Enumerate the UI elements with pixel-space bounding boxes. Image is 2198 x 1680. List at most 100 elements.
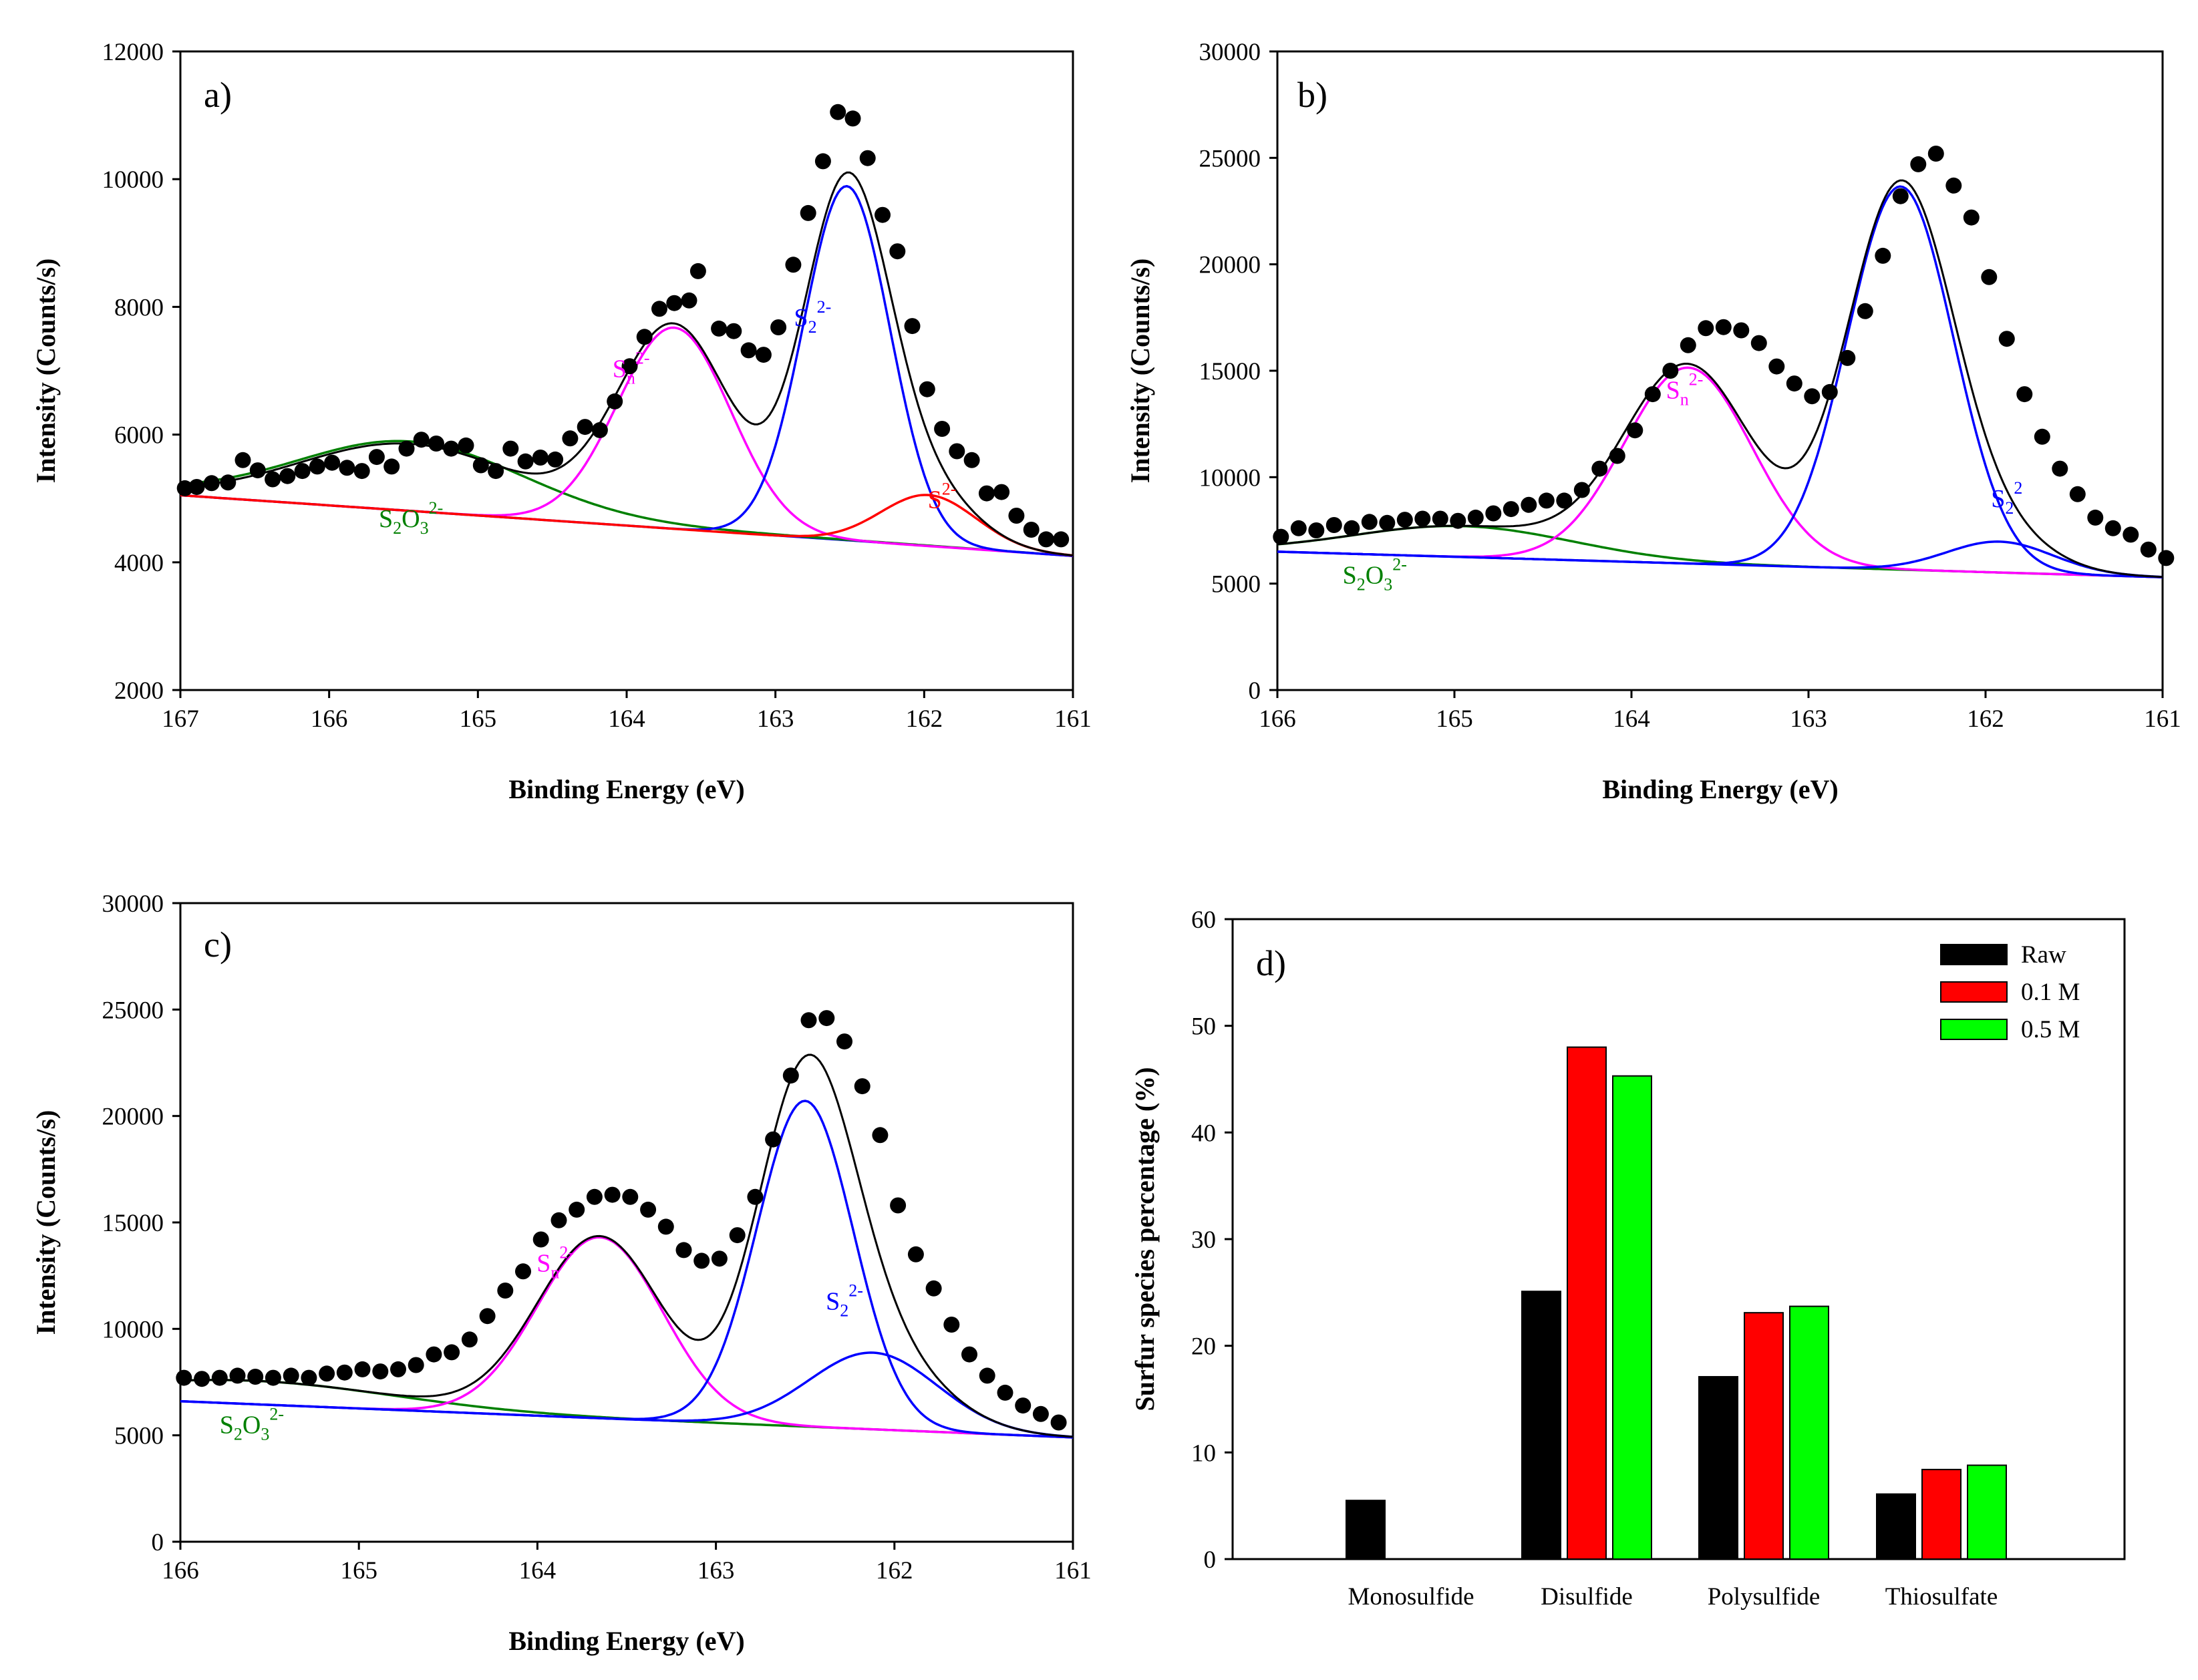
data-point: [497, 1283, 514, 1299]
data-point: [607, 393, 623, 409]
x-tick-label: 163: [757, 705, 794, 733]
panel-c-annotations: S2O32- Sn2- S22-: [220, 1242, 863, 1444]
data-point: [319, 1365, 335, 1382]
data-point: [889, 243, 906, 260]
data-point: [461, 1331, 478, 1348]
data-point: [782, 1067, 799, 1084]
y-tick-label: 40: [1191, 1120, 1216, 1147]
data-point: [2052, 460, 2068, 477]
envelope-curve: [180, 1053, 1074, 1438]
species-label: S22-: [794, 297, 831, 337]
data-point: [1485, 505, 1502, 522]
data-point: [1644, 386, 1661, 403]
bar-raw: [1346, 1500, 1386, 1560]
data-point: [1733, 322, 1750, 339]
data-point: [408, 1357, 424, 1373]
data-point: [383, 458, 400, 475]
data-point: [220, 474, 237, 491]
bar-0-1-m: [1567, 1046, 1607, 1560]
data-point: [426, 1346, 442, 1363]
data-point: [569, 1201, 585, 1218]
data-point: [711, 320, 728, 337]
data-point: [265, 1369, 281, 1386]
data-point: [2087, 509, 2104, 526]
data-point: [1910, 156, 1927, 172]
data-point: [591, 422, 608, 438]
data-point: [1038, 531, 1054, 548]
species-label: S22-: [826, 1281, 863, 1321]
data-point: [729, 1227, 746, 1244]
data-point: [413, 432, 430, 448]
data-point: [681, 292, 697, 309]
species-label: S2O32-: [1343, 555, 1407, 595]
data-point: [265, 471, 281, 488]
data-point: [904, 318, 921, 335]
panel-b-annotations: S2O32- Sn2- S22: [1343, 369, 2023, 594]
panel-b-ticks: 166 165 164 163 162 161 0 5000 10000 15000 20000 25…: [1199, 39, 2181, 733]
data-point: [1273, 528, 1289, 545]
y-tick-label: 4000: [114, 550, 164, 577]
y-tick-label: 0: [1204, 1546, 1217, 1574]
y-tick-label: 0: [152, 1529, 164, 1556]
data-point: [979, 1367, 995, 1384]
y-tick-label: 5000: [1211, 571, 1261, 599]
data-point: [740, 342, 757, 359]
monosulfide-curve: [180, 494, 1074, 557]
data-point: [636, 329, 653, 345]
data-point: [532, 1231, 549, 1248]
monosulfide-curve: [180, 1351, 1074, 1438]
data-point: [1023, 522, 1040, 538]
x-tick-label: 161: [1054, 1557, 1092, 1584]
data-point: [675, 1242, 692, 1258]
data-point: [907, 1246, 924, 1263]
data-point: [372, 1363, 389, 1380]
thiosulfate-curve: [1277, 524, 2163, 578]
y-tick-label: 8000: [114, 294, 164, 321]
y-tick-label: 30: [1191, 1226, 1216, 1254]
legend-swatch: [1940, 1019, 2008, 1040]
legend-label: Raw: [2021, 941, 2066, 969]
bar-raw: [1521, 1291, 1561, 1560]
data-point: [324, 454, 341, 471]
data-point: [309, 458, 325, 475]
data-point: [1927, 146, 1944, 162]
data-point: [353, 463, 370, 480]
data-point: [818, 1010, 835, 1027]
monosulfide-curve: [1277, 540, 2163, 578]
data-point: [211, 1369, 228, 1386]
y-tick-label: 20000: [1199, 252, 1261, 279]
data-point: [2034, 428, 2050, 445]
data-point: [1821, 383, 1838, 400]
data-point: [1032, 1405, 1049, 1422]
x-tick-label: 163: [1790, 705, 1827, 733]
data-point: [943, 1317, 960, 1333]
species-label: S22: [1991, 478, 2022, 518]
data-point: [1432, 510, 1448, 527]
x-tick-label: 164: [608, 705, 645, 733]
bar-0-5-m: [1789, 1305, 1829, 1560]
data-point: [2123, 526, 2139, 543]
data-point: [1768, 358, 1785, 375]
data-point: [726, 323, 742, 339]
panel-a-points: [176, 104, 1070, 548]
panel-c-curves: [180, 1053, 1074, 1439]
panel-d-plot-frame: [1231, 918, 2126, 1560]
panel-a-curves: [180, 171, 1074, 557]
data-point: [1998, 331, 2015, 347]
data-point: [997, 1384, 1013, 1401]
data-point: [1662, 363, 1679, 379]
x-tick-label: 166: [162, 1557, 199, 1584]
data-point: [354, 1361, 371, 1377]
data-point: [336, 1364, 353, 1381]
panel-b-points: [1273, 146, 2175, 566]
data-point: [229, 1367, 246, 1384]
data-point: [2016, 386, 2033, 403]
data-point: [1008, 508, 1025, 524]
bar-0-1-m: [1921, 1468, 1961, 1560]
data-point: [1945, 177, 1962, 194]
data-point: [294, 463, 311, 480]
y-tick-label: 60: [1191, 906, 1216, 934]
data-point: [693, 1252, 710, 1269]
y-tick-label: 30000: [1199, 39, 1261, 66]
